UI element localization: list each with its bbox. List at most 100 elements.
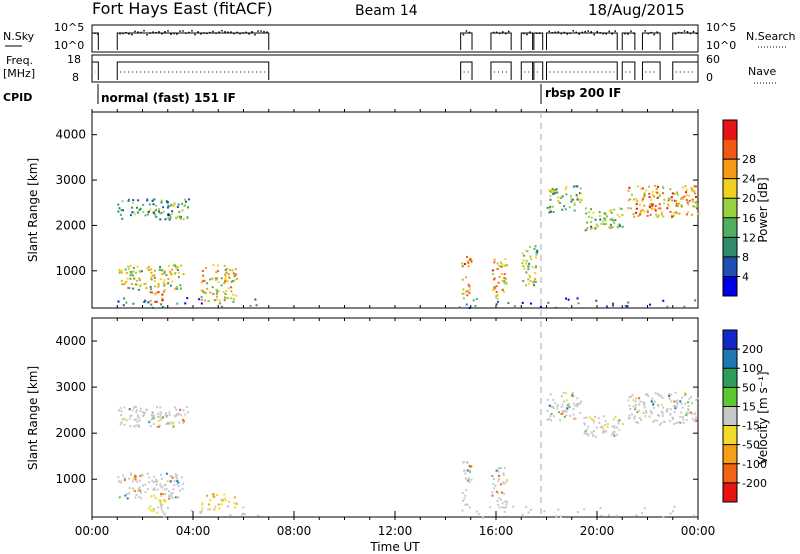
echo-cell	[223, 493, 226, 496]
echo-cell	[466, 290, 469, 293]
echo-cell	[182, 418, 185, 421]
echo-cell	[468, 306, 471, 309]
echo-cell	[135, 271, 138, 274]
nsearch-point	[203, 32, 205, 34]
echo-cell	[694, 418, 697, 421]
nsearch-point	[221, 30, 223, 32]
echo-cell	[525, 284, 528, 287]
echo-cell	[128, 286, 131, 289]
echo-cell	[153, 285, 156, 288]
echo-cell	[225, 271, 228, 274]
echo-cell	[567, 403, 570, 406]
echo-cell	[652, 420, 655, 423]
echo-cell	[126, 497, 129, 500]
echo-cell	[671, 418, 674, 421]
echo-cell	[138, 495, 141, 498]
nsearch-point	[149, 32, 151, 34]
echo-cell	[641, 209, 644, 212]
strip-freq: Freq. [MHz] 18 8 Nave 60 0	[3, 53, 776, 84]
echo-cell	[629, 407, 632, 410]
echo-cell	[670, 393, 673, 396]
echo-cell	[234, 506, 237, 509]
nsearch-point	[560, 32, 562, 35]
echo-cell	[163, 513, 166, 516]
echo-cell	[592, 211, 595, 214]
echo-cell	[175, 408, 178, 411]
echo-cell	[499, 261, 502, 264]
nsearch-point	[140, 31, 142, 34]
echo-cell	[155, 406, 158, 409]
echo-cell	[616, 213, 619, 216]
echo-cell	[561, 208, 564, 211]
nsearch-point	[161, 32, 163, 35]
echo-cell	[672, 405, 675, 408]
echo-cell	[500, 491, 503, 494]
echo-cell	[169, 284, 172, 287]
echo-cell	[651, 190, 654, 193]
colorbar-tick-label: -15	[742, 420, 760, 433]
echo-cell	[226, 505, 229, 508]
echo-cell	[178, 413, 181, 416]
echo-cell	[148, 420, 151, 423]
echo-cell	[669, 188, 672, 191]
nsearch-point	[569, 32, 571, 35]
echo-cell	[496, 298, 499, 301]
echo-cell	[156, 412, 159, 415]
echo-cell	[613, 222, 616, 225]
echo-cell	[172, 421, 175, 424]
freq-trace	[641, 61, 661, 80]
echo-cell	[614, 415, 617, 418]
echo-cell	[227, 273, 230, 276]
power-y-ticks: 1000 2000 3000 4000	[55, 128, 698, 278]
echo-cell	[548, 404, 551, 407]
echo-cell	[142, 411, 145, 414]
echo-cell	[153, 276, 156, 279]
echo-cell	[498, 467, 501, 470]
echo-cell	[590, 220, 593, 223]
echo-cell	[657, 207, 660, 210]
nsearch-point	[94, 32, 96, 34]
echo-cell	[663, 198, 666, 201]
echo-cell	[151, 412, 154, 415]
echo-cell	[612, 304, 615, 307]
echo-cell	[135, 279, 138, 282]
echo-cell	[171, 268, 174, 271]
echo-cell	[492, 289, 495, 292]
echo-cell	[570, 200, 573, 203]
echo-cell	[680, 205, 683, 208]
echo-cell	[174, 287, 177, 290]
echo-cell	[492, 483, 495, 486]
echo-cell	[141, 415, 144, 418]
echo-cell	[153, 274, 156, 277]
echo-cell	[136, 480, 139, 483]
echo-cell	[662, 215, 665, 218]
echo-cell	[536, 249, 539, 252]
echo-cell	[695, 416, 698, 419]
echo-cell	[224, 280, 227, 283]
echo-cell	[153, 280, 156, 283]
echo-cell	[168, 490, 171, 493]
echo-cell	[151, 414, 154, 417]
echo-cell	[643, 406, 646, 409]
echo-cell	[539, 305, 542, 308]
echo-cell	[651, 193, 654, 196]
echo-cell	[118, 271, 121, 274]
echo-cell	[169, 216, 172, 219]
echo-cell	[118, 269, 121, 272]
echo-cell	[576, 404, 579, 407]
echo-cell	[127, 287, 130, 290]
echo-cell	[130, 272, 133, 275]
echo-cell	[555, 188, 558, 191]
echo-cell	[464, 503, 467, 506]
y-tick-label: 1000	[55, 472, 86, 486]
echo-cell	[674, 407, 677, 410]
echo-cell	[475, 297, 478, 300]
echo-cell	[583, 432, 586, 435]
echo-cell	[638, 403, 641, 406]
echo-cell	[183, 198, 186, 201]
echo-cell	[491, 474, 494, 477]
echo-cell	[491, 491, 494, 494]
echo-cell	[461, 509, 464, 512]
echo-cell	[118, 496, 121, 499]
echo-cell	[224, 273, 227, 276]
